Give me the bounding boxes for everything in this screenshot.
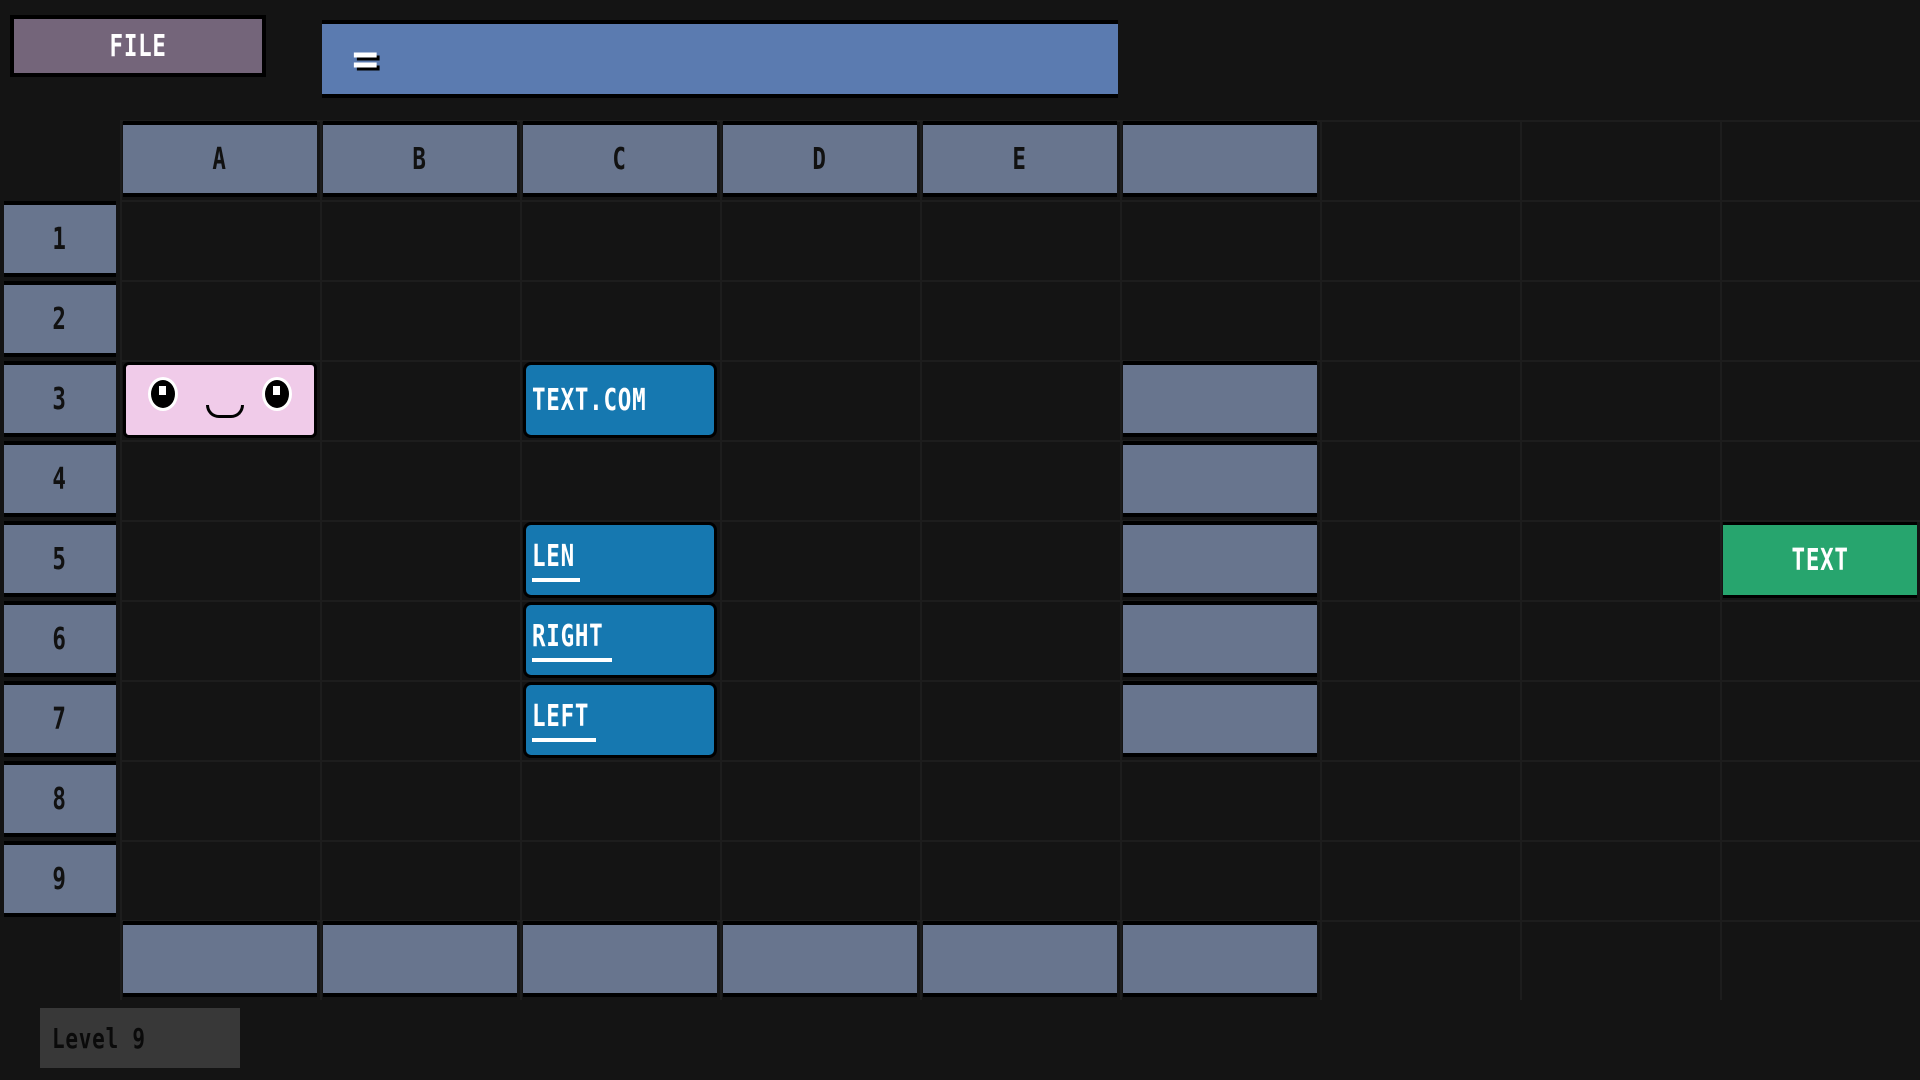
left-eye-icon [148,377,178,411]
row-header-6[interactable]: 6 [4,601,116,677]
bottom-slot-f[interactable] [1123,921,1317,997]
underline [532,657,612,662]
row-header-8[interactable]: 8 [4,761,116,837]
row-header-9[interactable]: 9 [4,841,116,917]
row-header-3[interactable]: 3 [4,361,116,437]
row-header-7[interactable]: 7 [4,681,116,757]
formula-value: = [352,33,379,85]
row-header-1[interactable]: 1 [4,201,116,277]
spreadsheet-grid [120,120,1920,1000]
bottom-slot-c[interactable] [523,921,717,997]
row-header-4[interactable]: 4 [4,441,116,517]
formula-bar[interactable]: = [322,20,1118,98]
bottom-slot-b[interactable] [323,921,517,997]
empty-slot-f3[interactable] [1123,361,1317,437]
bottom-slot-a[interactable] [123,921,317,997]
text-com-block[interactable]: TEXT.COM [523,362,717,438]
left-block[interactable]: LEFT [523,682,717,758]
column-header-a[interactable]: A [123,121,317,197]
empty-slot-f7[interactable] [1123,681,1317,757]
text-block[interactable]: TEXT [1723,522,1917,598]
bottom-slot-e[interactable] [923,921,1117,997]
right-eye-icon [262,377,292,411]
column-header-blank[interactable] [1123,121,1317,197]
bottom-slot-d[interactable] [723,921,917,997]
right-block[interactable]: RIGHT [523,602,717,678]
empty-slot-f5[interactable] [1123,521,1317,597]
column-header-e[interactable]: E [923,121,1117,197]
row-header-5[interactable]: 5 [4,521,116,597]
file-button[interactable]: FILE [10,15,266,77]
empty-slot-f6[interactable] [1123,601,1317,677]
row-header-2[interactable]: 2 [4,281,116,357]
level-indicator: Level 9 [40,1008,240,1068]
column-header-b[interactable]: B [323,121,517,197]
underline [532,577,580,582]
smiley-face-icon[interactable] [123,362,317,438]
len-block[interactable]: LEN [523,522,717,598]
empty-slot-f4[interactable] [1123,441,1317,517]
underline [532,737,596,742]
column-header-d[interactable]: D [723,121,917,197]
column-header-c[interactable]: C [523,121,717,197]
mouth-icon [206,405,244,418]
